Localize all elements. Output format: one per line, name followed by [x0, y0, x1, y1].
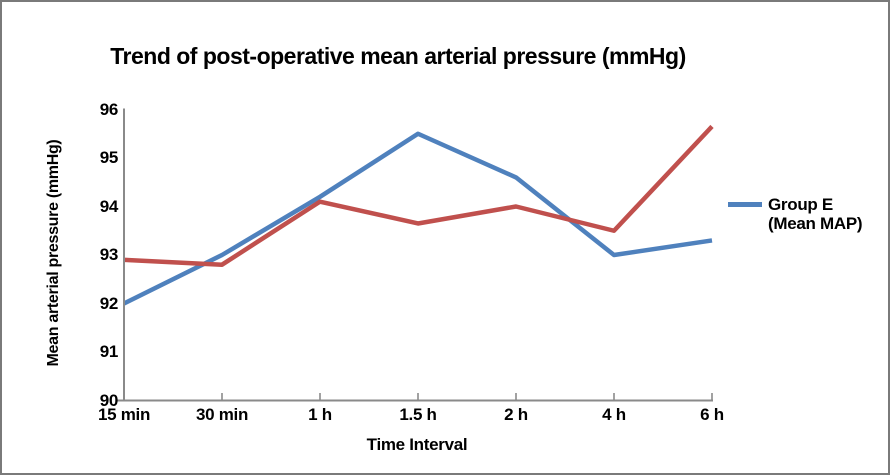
- series-line-unlabeled-1: [123, 124, 714, 267]
- x-tick-label: 1 h: [308, 405, 332, 424]
- x-tick-label: 4 h: [602, 405, 626, 424]
- x-tick-label: 2 h: [504, 405, 528, 424]
- x-tick-label: 1.5 h: [399, 405, 437, 424]
- legend-label-line1: Group E: [768, 195, 833, 214]
- legend-label: Group E (Mean MAP): [768, 195, 863, 233]
- y-tick-label: 96: [99, 99, 119, 119]
- y-tick-label: 91: [99, 342, 119, 361]
- y-tick-label: 90: [99, 390, 119, 410]
- x-tick-label: 30 min: [195, 405, 249, 424]
- legend-line-swatch: [728, 202, 762, 207]
- y-tick-label: 93: [99, 245, 119, 264]
- x-tick-label: 6 h: [700, 405, 724, 424]
- y-tick-label: 95: [99, 148, 119, 167]
- chart-title: Trend of post-operative mean arterial pr…: [110, 43, 686, 69]
- legend: Group E (Mean MAP): [728, 195, 863, 233]
- y-tick-label: 94: [99, 196, 119, 216]
- x-axis-title: Time Interval: [366, 435, 468, 454]
- legend-label-line2: (Mean MAP): [768, 214, 863, 233]
- y-tick-label: 92: [99, 293, 119, 313]
- x-tick-label: 15 min: [97, 405, 151, 424]
- series-line-group-e-mean-map: [123, 131, 713, 306]
